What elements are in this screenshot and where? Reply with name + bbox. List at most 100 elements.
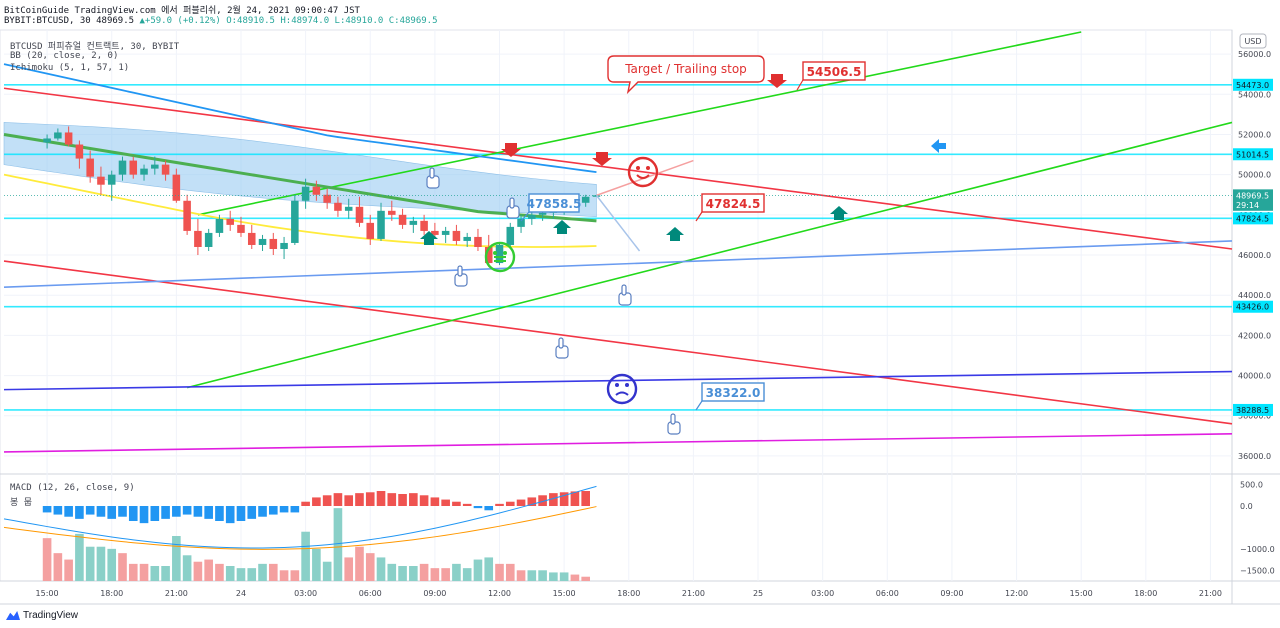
price-axis-label: 54473.0 <box>1236 81 1269 90</box>
label-47858: 47858.5 <box>527 197 582 211</box>
x-tick-label: 15:00 <box>1070 589 1093 598</box>
macd-hist-bar <box>258 506 267 517</box>
macd-sub-bar <box>419 563 429 581</box>
macd-hist-bar <box>549 493 558 506</box>
candle-body <box>140 168 148 175</box>
candle-body <box>398 214 407 225</box>
x-tick-label: 21:00 <box>1199 589 1222 598</box>
macd-hist-bar <box>441 499 450 506</box>
y-tick-label: 40000.0 <box>1238 372 1271 381</box>
candle-body <box>204 232 213 247</box>
legend-macd[interactable]: MACD (12, 26, close, 9) <box>10 483 135 493</box>
macd-sub-bar <box>387 563 397 581</box>
macd-sub-bar <box>290 570 300 581</box>
macd-y-tick-label: −1500.0 <box>1240 566 1275 575</box>
price-axis-label-box <box>1233 212 1273 225</box>
macd-hist-bar <box>559 492 569 506</box>
x-tick-label: 06:00 <box>876 589 899 598</box>
macd-hist-bar <box>409 493 418 506</box>
macd-hist-bar <box>161 506 170 519</box>
macd-hist-bar <box>538 495 547 506</box>
macd-hist-bar <box>225 506 235 524</box>
macd-hist-bar <box>301 501 310 506</box>
candle-body <box>183 200 191 231</box>
macd-sub-bar <box>258 563 267 581</box>
macd-hist-bar <box>473 506 483 509</box>
arrow-up-icon <box>553 220 571 234</box>
candle-body <box>237 224 245 233</box>
chart-ohlc-header: BYBIT:BTCUSD, 30 48969.5 ▲+59.0 (+0.12%)… <box>4 16 438 26</box>
x-tick-label: 09:00 <box>423 589 446 598</box>
hand-finger <box>429 167 435 179</box>
ichimoku-cloud <box>3 122 597 218</box>
label-54506-box <box>802 61 866 81</box>
macd-hist-bar <box>312 497 321 506</box>
candle-body <box>441 230 450 235</box>
legend-symbol[interactable]: BTCUSD 퍼피츄얼 컨트랙트, 30, BYBIT <box>10 42 180 52</box>
macd-hist-bar <box>527 497 537 506</box>
macd-sub-bar <box>172 536 181 581</box>
price-axis-label: 43426.0 <box>1236 303 1269 312</box>
plot-frame <box>0 29 1233 582</box>
macd-hist-bar <box>128 506 138 521</box>
target-callout <box>607 55 765 95</box>
candle-body <box>517 218 525 227</box>
candle-body <box>226 218 234 225</box>
hand-finger <box>621 284 627 296</box>
hand-finger <box>509 197 515 209</box>
macd-hist-bar <box>182 506 192 515</box>
trendline <box>3 433 1233 453</box>
macd-hist-bar <box>290 506 300 513</box>
currency-button[interactable] <box>1239 33 1267 49</box>
label-38322: 38322.0 <box>706 386 761 400</box>
macd-hist-bar <box>204 506 213 519</box>
label-54506: 54506.5 <box>807 65 862 79</box>
label-47824-leader <box>695 211 703 222</box>
arrow-up-icon <box>666 227 684 241</box>
x-tick-label: 03:00 <box>294 589 317 598</box>
x-tick-label: 21:00 <box>165 589 188 598</box>
macd-sub-bar <box>96 546 106 581</box>
face-eye <box>615 383 619 387</box>
macd-hist-bar <box>333 493 343 506</box>
neutral-face-icon <box>484 241 516 273</box>
candle-body <box>409 220 418 225</box>
legend-bb[interactable]: BB (20, close, 2, 0) <box>10 51 119 61</box>
candle-body <box>312 186 321 195</box>
hand-finger <box>670 413 676 425</box>
signal-line <box>3 506 597 550</box>
macd-hist-bar <box>118 506 127 517</box>
macd-sub-bar <box>268 563 278 581</box>
candle-body <box>97 176 105 185</box>
tradingview-logo-icon <box>6 611 20 620</box>
macd-sub-bar <box>139 563 149 581</box>
trendline <box>197 31 1082 216</box>
candle-body <box>194 230 202 247</box>
macd-sub-bar <box>42 538 52 581</box>
candle-body <box>86 158 94 177</box>
macd-sub-bar <box>247 568 257 581</box>
macd-hist-bar <box>215 506 224 521</box>
x-tick-label: 03:00 <box>811 589 834 598</box>
macd-sub-bar <box>570 574 580 581</box>
macd-sub-bar <box>549 572 558 581</box>
macd-hist-bar <box>462 503 472 506</box>
candle-body <box>43 138 51 143</box>
hand-finger <box>457 265 463 277</box>
price-axis-label: 48969.5 <box>1236 191 1269 200</box>
macd-hist-bar <box>53 506 63 515</box>
arrow-down-icon <box>592 152 612 166</box>
tradingview-logo[interactable]: TradingView <box>6 610 78 621</box>
y-tick-label: 42000.0 <box>1238 331 1271 340</box>
candle-body <box>301 186 310 201</box>
candle-body <box>355 206 364 223</box>
macd-hist-bar <box>516 499 526 506</box>
price-axis-label-box <box>1233 300 1273 313</box>
macd-sub-bar <box>452 563 461 581</box>
legend-ichimoku[interactable]: Ichimoku (5, 1, 57, 1) <box>10 63 130 73</box>
macd-hist-bar <box>150 506 160 521</box>
macd-sub-bar <box>182 555 192 581</box>
macd-sub-bar <box>150 566 160 581</box>
x-tick-label: 15:00 <box>553 589 576 598</box>
